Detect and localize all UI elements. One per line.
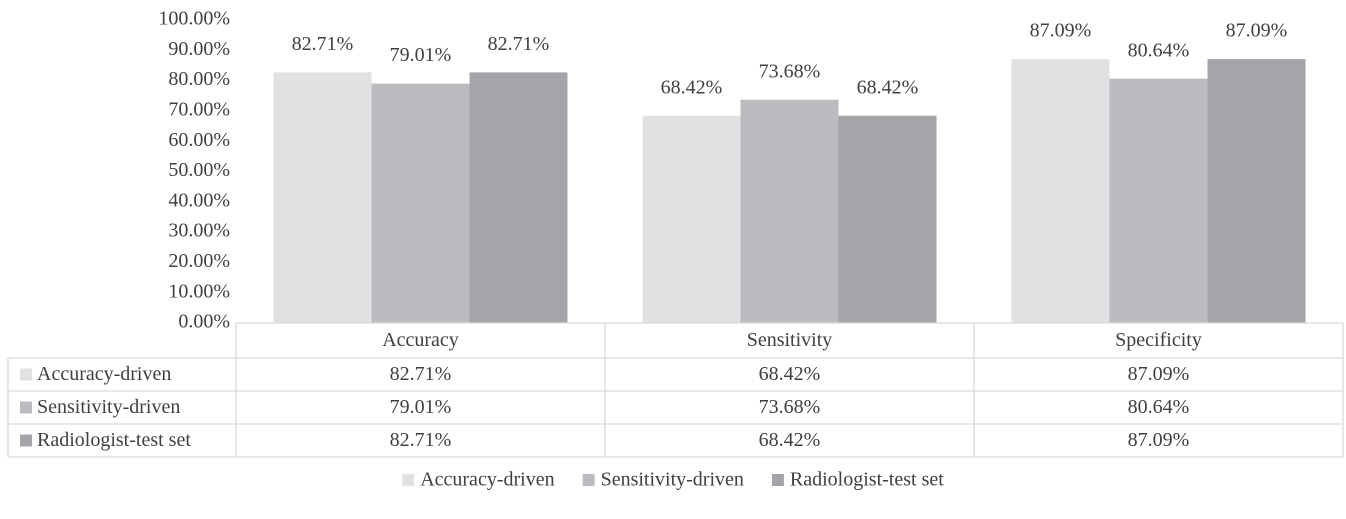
data-label: 82.71%: [292, 33, 354, 55]
bar: [1011, 59, 1110, 323]
x-tick-label: Sensitivity: [747, 329, 833, 351]
legend-label: Accuracy-driven: [420, 469, 554, 491]
data-label: 80.64%: [1128, 39, 1190, 61]
table-cell: 68.42%: [759, 363, 821, 385]
bar: [1109, 78, 1208, 323]
table-legend-key: [20, 368, 32, 381]
bar: [740, 99, 839, 323]
table-cell: 82.71%: [390, 429, 452, 451]
x-tick-label: Accuracy: [382, 329, 459, 351]
y-tick-label: 30.00%: [168, 220, 230, 242]
y-tick-label: 50.00%: [168, 159, 230, 181]
table-cell: 80.64%: [1128, 396, 1190, 418]
y-tick-label: 10.00%: [168, 280, 230, 302]
table-cell: 79.01%: [390, 396, 452, 418]
table-cell: 73.68%: [759, 396, 821, 418]
table-row-label: Sensitivity-driven: [37, 396, 180, 418]
data-label: 82.71%: [488, 33, 550, 55]
table-cell: 82.71%: [390, 363, 452, 385]
legend-key: [582, 474, 595, 486]
bar: [273, 72, 372, 323]
y-tick-label: 60.00%: [168, 129, 230, 151]
table-cell: 68.42%: [759, 429, 821, 451]
data-label: 79.01%: [390, 44, 452, 66]
data-label: 68.42%: [661, 76, 723, 98]
data-label: 73.68%: [759, 60, 821, 82]
legend-label: Sensitivity-driven: [601, 469, 744, 491]
legend-key: [402, 474, 415, 486]
legend-label: Radiologist-test set: [790, 469, 944, 491]
bar: [371, 83, 470, 323]
y-tick-label: 80.00%: [168, 68, 230, 90]
table-row-label: Radiologist-test set: [37, 429, 191, 451]
table-cell: 87.09%: [1128, 429, 1190, 451]
bar: [469, 72, 568, 323]
table-legend-key: [20, 401, 32, 414]
table-cell: 87.09%: [1128, 363, 1190, 385]
bar: [838, 115, 937, 323]
y-tick-label: 0.00%: [178, 311, 230, 333]
bar: [642, 115, 741, 323]
y-tick-label: 40.00%: [168, 189, 230, 211]
data-label: 68.42%: [857, 76, 919, 98]
y-tick-label: 100.00%: [158, 8, 230, 30]
table-row-label: Accuracy-driven: [37, 363, 171, 385]
data-label: 87.09%: [1226, 20, 1288, 42]
x-tick-label: Specificity: [1115, 329, 1202, 351]
y-tick-label: 70.00%: [168, 98, 230, 120]
data-label: 87.09%: [1030, 20, 1092, 42]
table-legend-key: [20, 434, 32, 447]
y-tick-label: 90.00%: [168, 38, 230, 60]
legend-key: [771, 474, 784, 486]
bar: [1207, 59, 1306, 323]
y-tick-label: 20.00%: [168, 250, 230, 272]
